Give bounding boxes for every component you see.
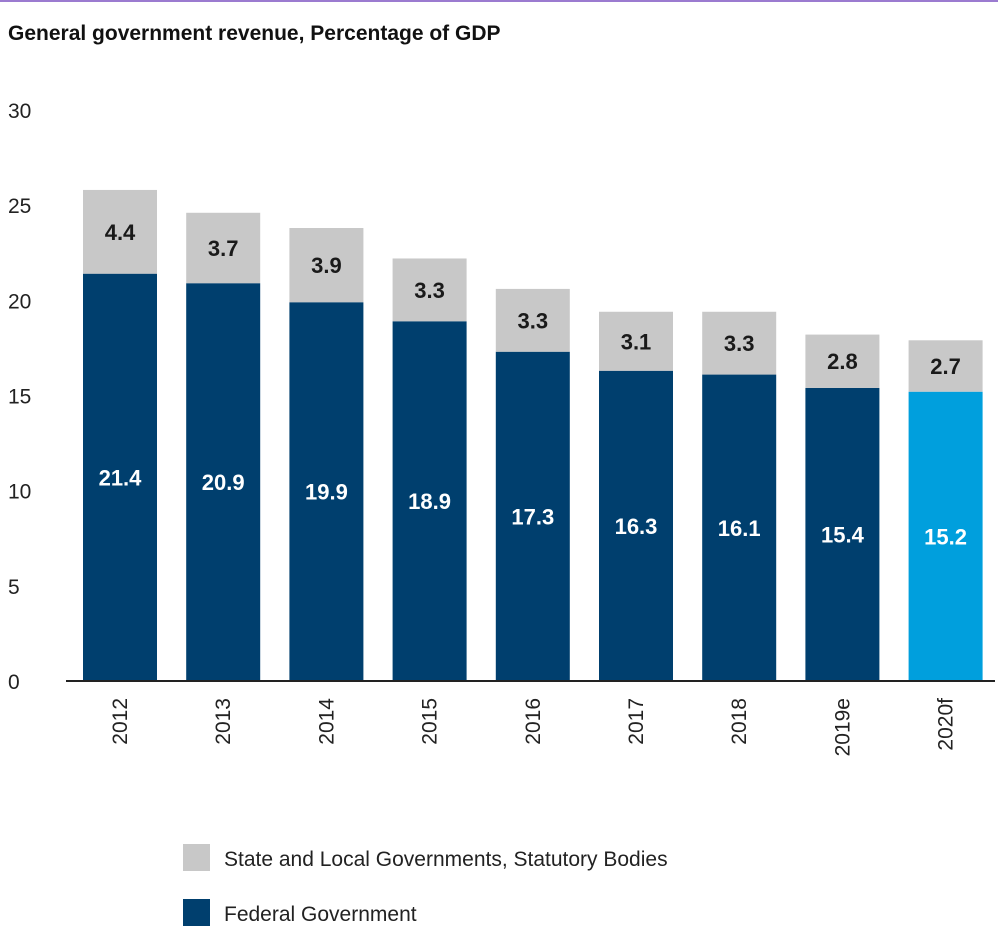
- data-label-state-local: 4.4: [105, 220, 136, 245]
- y-axis: 0 5 10 15 20 25 30: [8, 100, 31, 694]
- data-label-state-local: 3.3: [414, 278, 445, 303]
- x-tick-label: 2019e: [831, 698, 854, 756]
- x-tick-label: 2013: [212, 698, 235, 745]
- x-tick-label: 2012: [109, 698, 132, 745]
- bar-state-local-2020f: [908, 340, 983, 392]
- legend-label-federal: Federal Government: [224, 903, 417, 926]
- bar-federal-2019e: [805, 387, 880, 681]
- x-tick-label: 2015: [419, 698, 442, 745]
- x-tick-label: 2014: [315, 698, 338, 745]
- bar-state-local-2017: [599, 311, 673, 371]
- bar-federal-2015: [392, 321, 467, 681]
- bar-state-local-2012: [83, 189, 157, 274]
- y-tick-label: 20: [8, 290, 31, 313]
- data-label-state-local: 3.7: [208, 236, 239, 261]
- bar-state-local-2018: [702, 311, 777, 375]
- data-label-state-local: 3.3: [724, 331, 755, 356]
- x-tick-label: 2017: [625, 698, 648, 745]
- data-label-federal: 18.9: [408, 489, 451, 514]
- bar-federal-2017: [599, 370, 673, 681]
- chart-title: General government revenue, Percentage o…: [8, 22, 501, 45]
- bar-federal-2018: [702, 374, 777, 681]
- bar-state-local-2015: [392, 258, 467, 322]
- x-tick-label: 2020f: [935, 698, 958, 751]
- bars: 4.4 21.4 3.7 20.9 3.9 19.9 3.3 18.9 3.3 17.3 3.1 16…: [83, 189, 983, 681]
- y-tick-label: 0: [8, 671, 20, 694]
- bar-federal-2013: [186, 283, 261, 681]
- x-axis: 2012 2013 2014 2015 2016 2017 2018 2019e 2020f: [109, 698, 958, 757]
- data-label-federal: 19.9: [305, 480, 348, 505]
- data-label-federal: 17.3: [511, 504, 554, 529]
- bar-federal-2014: [289, 302, 364, 681]
- bar-federal-2020f: [908, 391, 983, 681]
- legend-label-state-local: State and Local Governments, Statutory B…: [224, 848, 668, 871]
- data-label-federal: 16.1: [718, 516, 761, 541]
- bar-state-local-2019e: [805, 334, 880, 388]
- legend: State and Local Governments, Statutory B…: [183, 844, 668, 926]
- data-label-federal: 20.9: [202, 470, 245, 495]
- y-tick-label: 5: [8, 576, 20, 599]
- x-tick-label: 2018: [728, 698, 751, 745]
- bar-federal-2016: [495, 351, 570, 681]
- data-label-federal: 16.3: [615, 514, 658, 539]
- x-tick-label: 2016: [522, 698, 545, 745]
- bar-state-local-2016: [495, 288, 570, 352]
- y-tick-label: 15: [8, 386, 31, 409]
- bar-state-local-2014: [289, 228, 364, 303]
- top-rule: [0, 0, 998, 2]
- legend-swatch-state-local: [183, 844, 210, 871]
- data-label-state-local: 3.3: [518, 308, 549, 333]
- bar-federal-2012: [83, 273, 157, 681]
- data-label-state-local: 2.8: [827, 349, 858, 374]
- data-label-state-local: 3.1: [621, 329, 652, 354]
- y-tick-label: 25: [8, 195, 31, 218]
- data-label-state-local: 2.7: [930, 354, 961, 379]
- bar-state-local-2013: [186, 212, 261, 284]
- legend-swatch-federal: [183, 899, 210, 926]
- data-label-state-local: 3.9: [311, 253, 342, 278]
- y-tick-label: 10: [8, 481, 31, 504]
- y-tick-label: 30: [8, 100, 31, 123]
- data-label-federal: 21.4: [99, 465, 143, 490]
- data-label-federal: 15.2: [924, 524, 967, 549]
- data-label-federal: 15.4: [821, 522, 865, 547]
